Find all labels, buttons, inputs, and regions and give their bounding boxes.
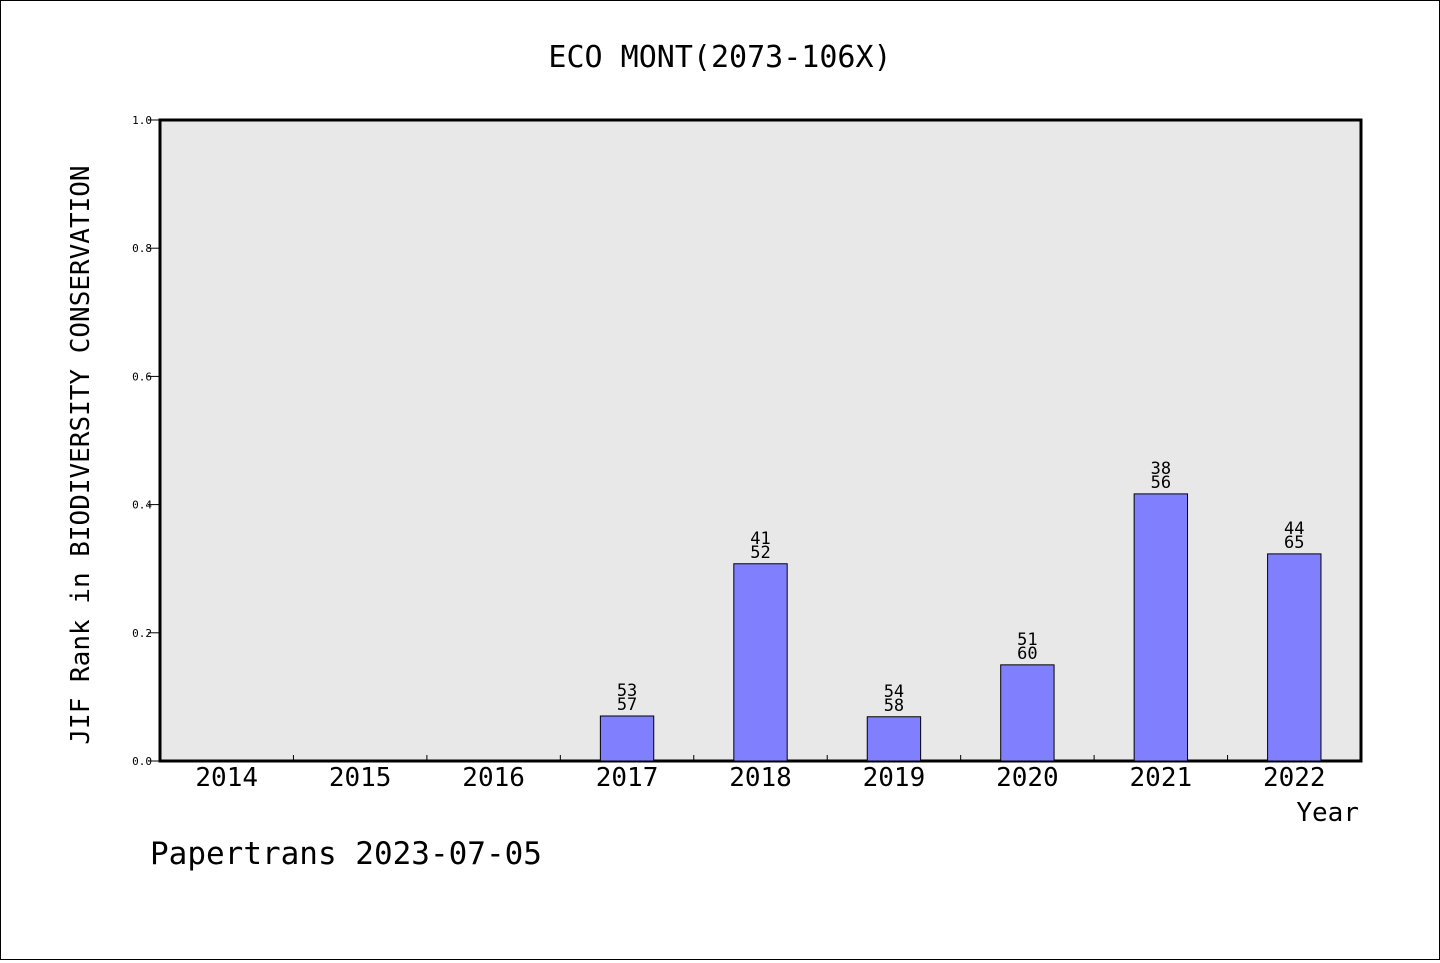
bar-2018 — [733, 563, 788, 762]
y-tick-label: 0.4 — [132, 499, 152, 512]
footer-text: Papertrans 2023-07-05 — [150, 836, 542, 872]
x-axis: 2014 2015 2016 2017 2018 2019 2020 2021 2022 — [195, 755, 1326, 793]
y-axis-label: JIF Rank in BIODIVERSITY CONSERVATION — [66, 165, 96, 744]
y-tick-label: 0.0 — [132, 755, 152, 768]
x-tick-label: 2015 — [329, 763, 392, 793]
x-tick-label: 2016 — [462, 763, 525, 793]
y-tick-label: 0.8 — [132, 242, 152, 255]
x-tick-label: 2021 — [1130, 763, 1193, 793]
y-tick-label: 1.0 — [132, 114, 152, 127]
bar-2017 — [599, 715, 655, 762]
x-tick-label: 2014 — [195, 763, 258, 793]
bar-rank-label: 51 — [1017, 630, 1037, 650]
bar-total-label: 56 — [1151, 473, 1171, 493]
x-tick-label: 2019 — [863, 763, 926, 793]
y-axis: 0.0 0.2 0.4 0.6 0.8 1.0 — [132, 114, 160, 768]
x-axis-label: Year — [1296, 798, 1359, 828]
x-tick-label: 2018 — [729, 763, 792, 793]
bar-rank-label: 38 — [1151, 459, 1171, 479]
y-tick-label: 0.2 — [132, 627, 152, 640]
y-tick-label: 0.6 — [132, 370, 152, 383]
bar-rank-label: 54 — [884, 682, 904, 702]
bar-total-label: 58 — [884, 696, 904, 716]
x-tick-label: 2022 — [1263, 763, 1326, 793]
bar-2019 — [866, 716, 922, 762]
bar-total-label: 60 — [1017, 644, 1037, 664]
x-tick-label: 2017 — [596, 763, 659, 793]
x-tick-label: 2020 — [996, 763, 1059, 793]
chart-title: ECO MONT(2073-106X) — [548, 40, 891, 75]
bar-total-label: 57 — [617, 695, 637, 715]
bar-total-label: 52 — [750, 543, 770, 563]
bar-rank-label: 44 — [1284, 519, 1304, 539]
bar-2021 — [1133, 493, 1189, 762]
bar-total-label: 65 — [1284, 533, 1304, 553]
bar-2022 — [1267, 553, 1322, 762]
bar-2020 — [1000, 664, 1055, 762]
bar-rank-label: 53 — [617, 681, 637, 701]
bar-rank-label: 41 — [750, 529, 770, 549]
